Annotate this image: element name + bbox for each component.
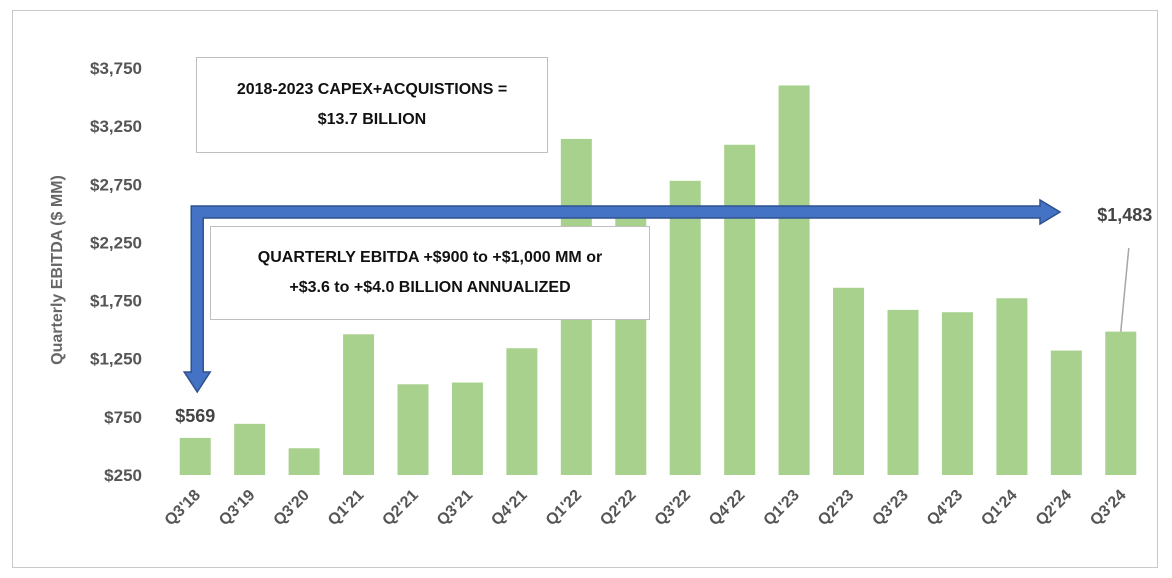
bar — [941, 312, 973, 475]
x-tick-label: Q1'21 — [325, 487, 367, 529]
bar — [234, 423, 266, 475]
ebitda-line-1: QUARTERLY EBITDA +$900 to +$1,000 MM or — [257, 249, 603, 266]
x-tick-label: Q3'21 — [434, 487, 476, 529]
y-axis-title: Quarterly EBITDA ($ MM) — [49, 175, 66, 365]
y-tick-label: $2,750 — [90, 175, 142, 194]
bar — [669, 180, 701, 475]
bar — [179, 437, 211, 475]
x-axis: Q3'18 Q3'19 Q3'20 Q1'21 Q2'21 Q3'21 Q4'21 Q1'22… — [162, 487, 1130, 529]
capex-line-2: $13.7 BILLION — [317, 111, 427, 128]
x-tick-label: Q3'23 — [869, 487, 911, 529]
x-tick-label: Q3'24 — [1087, 487, 1129, 529]
x-tick-label: Q1'23 — [761, 487, 803, 529]
x-tick-label: Q3'19 — [216, 487, 258, 529]
y-tick-label: $1,750 — [90, 292, 142, 311]
x-tick-label: Q4'23 — [924, 487, 966, 529]
data-label-leader-line — [1120, 247, 1130, 332]
bar — [288, 448, 320, 475]
bar — [833, 287, 865, 475]
growth-arrow-shape — [182, 198, 1062, 394]
ebitda-annotation-box: QUARTERLY EBITDA +$900 to +$1,000 MM or … — [210, 226, 650, 320]
ebitda-line-2: +$3.6 to +$4.0 BILLION ANNUALIZED — [289, 279, 571, 296]
bar — [451, 382, 483, 475]
chart-frame — [12, 10, 1158, 568]
bar — [724, 144, 756, 475]
y-tick-label: $250 — [104, 466, 142, 485]
x-tick-label: Q3'18 — [162, 487, 204, 529]
bar — [397, 384, 429, 475]
y-tick-label: $3,750 — [90, 59, 142, 78]
x-tick-label: Q2'23 — [815, 487, 857, 529]
x-tick-label: Q2'24 — [1033, 487, 1075, 529]
bar — [778, 85, 810, 475]
capex-line-1: 2018-2023 CAPEX+ACQUISTIONS = — [236, 81, 508, 98]
x-tick-label: Q1'24 — [978, 487, 1020, 529]
bar — [506, 348, 538, 475]
y-axis: $250 $750 $1,250 $1,750 $2,250 $2,750 $3,250 $3… — [90, 59, 142, 485]
y-tick-label: $3,250 — [90, 117, 142, 136]
x-tick-label: Q2'21 — [379, 487, 421, 529]
x-tick-label: Q4'22 — [706, 487, 748, 529]
data-label: $569 — [175, 406, 215, 426]
data-labels: $569 $1,483 — [175, 205, 1152, 426]
bar — [1105, 331, 1137, 475]
x-tick-label: Q4'21 — [488, 487, 530, 529]
growth-arrow — [182, 198, 1062, 394]
y-tick-label: $1,250 — [90, 350, 142, 369]
bar — [1050, 350, 1082, 475]
data-label: $1,483 — [1097, 205, 1152, 225]
x-tick-label: Q3'22 — [652, 487, 694, 529]
capex-annotation-box: 2018-2023 CAPEX+ACQUISTIONS = $13.7 BILL… — [196, 57, 548, 153]
x-tick-label: Q2'22 — [597, 487, 639, 529]
y-tick-label: $750 — [104, 408, 142, 427]
x-tick-label: Q1'22 — [543, 487, 585, 529]
bar — [343, 334, 375, 475]
bar — [996, 298, 1028, 475]
x-tick-label: Q3'20 — [271, 487, 313, 529]
bar — [887, 309, 919, 475]
y-tick-label: $2,250 — [90, 233, 142, 252]
